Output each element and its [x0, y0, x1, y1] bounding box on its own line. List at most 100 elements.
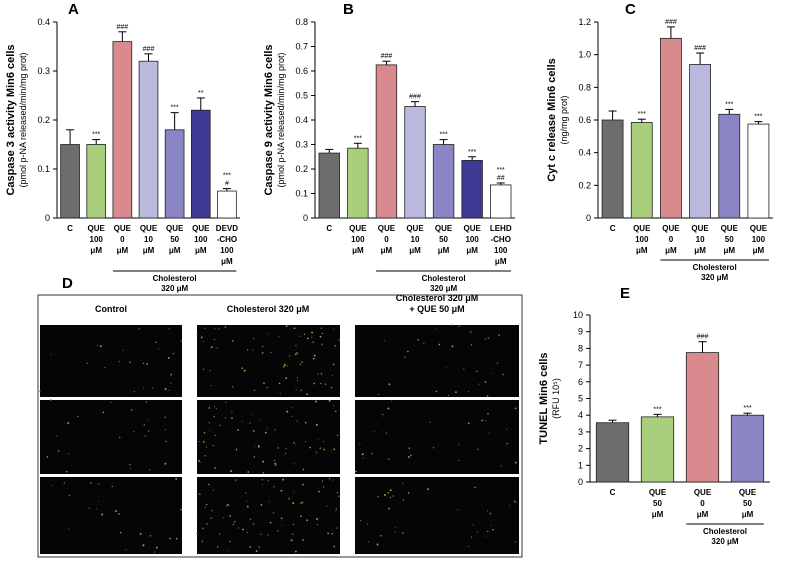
speck [280, 517, 283, 520]
speck [468, 545, 470, 548]
speck [293, 491, 295, 493]
speck [261, 352, 264, 354]
speck [130, 409, 133, 411]
speck [321, 343, 323, 346]
speck [212, 444, 215, 447]
speck [280, 489, 283, 492]
speck [230, 470, 233, 473]
speck [164, 428, 166, 431]
speck [119, 531, 122, 534]
speck [215, 407, 218, 410]
speck [323, 448, 326, 451]
speck [293, 441, 296, 444]
speck [496, 362, 498, 364]
speck [283, 363, 286, 366]
speck [359, 519, 362, 522]
x-tick-label: μM [221, 257, 233, 266]
speck [335, 508, 338, 510]
significance-label: *** [354, 135, 362, 142]
speck [296, 420, 298, 422]
speck [99, 345, 102, 348]
speck [472, 524, 474, 526]
speck [214, 434, 217, 437]
speck [117, 513, 120, 516]
speck [478, 383, 480, 385]
micrograph [197, 477, 340, 554]
error-bar [196, 97, 205, 111]
speck [306, 393, 309, 396]
speck [39, 390, 41, 392]
speck [287, 497, 290, 500]
x-tick-label: μM [753, 246, 765, 255]
y-axis-title: Cyt c release Min6 cells [546, 58, 558, 182]
speck [305, 440, 307, 443]
x-tick-label: 100 [194, 235, 208, 244]
speck [199, 493, 201, 496]
speck [209, 369, 211, 372]
speck [385, 432, 388, 434]
speck [249, 518, 252, 521]
speck [296, 352, 298, 354]
speck [216, 347, 218, 350]
speck [266, 428, 268, 430]
speck [451, 345, 454, 348]
speck [267, 534, 269, 536]
speck [481, 419, 484, 422]
speck [234, 479, 237, 482]
speck [249, 546, 252, 548]
speck [63, 482, 65, 484]
speck [294, 550, 297, 553]
speck [388, 383, 391, 386]
x-tick-label: μM [723, 246, 735, 255]
speck [65, 470, 68, 473]
speck [378, 393, 380, 395]
speck [458, 325, 461, 327]
speck [274, 462, 277, 465]
speck [231, 411, 233, 413]
speck [198, 460, 201, 463]
bar [689, 64, 711, 219]
x-tick-label: 50 [653, 499, 662, 508]
speck [304, 421, 307, 424]
x-tick-label: μM [665, 246, 677, 255]
speck [238, 527, 240, 529]
speck [317, 373, 319, 375]
speck [300, 515, 302, 518]
speck [506, 442, 509, 445]
x-tick-label: QUE [192, 224, 210, 233]
speck [486, 395, 489, 397]
speck [407, 350, 409, 353]
speck [389, 489, 392, 492]
speck [373, 430, 375, 433]
speck [394, 526, 396, 529]
speck [262, 472, 265, 474]
speck [435, 390, 438, 393]
speck [252, 429, 255, 432]
y-tick-label: 9 [578, 327, 583, 337]
y-tick-label: 10 [573, 310, 583, 320]
speck [252, 413, 254, 415]
x-tick-label: QUE [691, 224, 709, 233]
speck [383, 494, 386, 496]
speck [299, 335, 301, 337]
speck [204, 327, 206, 329]
speck [257, 445, 260, 448]
speck [376, 423, 378, 425]
bar [190, 109, 211, 219]
y-tick-label: 0.1 [37, 164, 50, 174]
bar [60, 144, 80, 219]
speck [380, 535, 382, 537]
speck [148, 469, 151, 471]
speck [319, 447, 322, 450]
x-tick-label: -CHO [217, 235, 237, 244]
significance-label: *** [743, 405, 751, 412]
speck [88, 507, 91, 510]
speck [306, 519, 309, 522]
speck [270, 351, 272, 354]
x-tick-label: μM [697, 510, 709, 519]
speck [338, 338, 340, 341]
x-tick-label: 100 [90, 235, 104, 244]
y-tick-label: 0.6 [578, 115, 591, 125]
speck [387, 407, 390, 410]
speck [247, 349, 249, 351]
